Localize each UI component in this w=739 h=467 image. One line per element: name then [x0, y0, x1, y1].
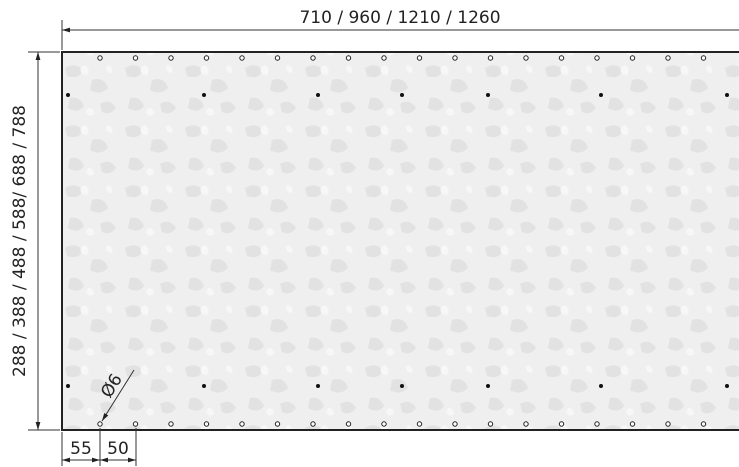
eyelet	[345, 421, 352, 427]
fixing-dot	[599, 93, 603, 97]
eyelet	[452, 55, 458, 61]
eyelet	[274, 421, 281, 427]
eyelet	[558, 55, 565, 61]
eyelet	[168, 55, 174, 61]
holes	[66, 55, 729, 427]
eyelet	[523, 421, 529, 427]
fixing-dot	[486, 93, 490, 97]
eyelet	[594, 55, 600, 61]
eyelet	[310, 421, 316, 427]
eyelet	[665, 421, 671, 427]
eyelet	[487, 421, 494, 427]
eyelet	[700, 421, 707, 427]
eyelet	[168, 421, 174, 427]
eyelet	[381, 55, 387, 61]
eyelet	[239, 55, 245, 61]
eyelet	[665, 55, 671, 61]
eyelet	[239, 421, 245, 427]
eyelet	[558, 421, 565, 427]
eyelet	[132, 55, 139, 61]
fixing-dot	[66, 93, 70, 97]
eyelet	[629, 55, 636, 61]
eyelet	[97, 421, 103, 427]
fixing-dot	[400, 93, 404, 97]
fixing-dot	[486, 384, 490, 388]
eyelet	[132, 421, 139, 427]
fixing-dot	[202, 93, 206, 97]
eyelet	[274, 55, 281, 61]
eyelet	[203, 421, 210, 427]
fixing-dot	[725, 384, 729, 388]
edge-offset-label: 55	[70, 439, 92, 459]
hole-spacing-label: 50	[107, 439, 129, 459]
fixing-dot	[400, 384, 404, 388]
eyelet	[381, 421, 387, 427]
eyelet	[416, 55, 423, 61]
eyelet	[523, 55, 529, 61]
eyelet	[310, 55, 316, 61]
fixing-dot	[202, 384, 206, 388]
eyelet	[487, 55, 494, 61]
height-label: 288 / 388 / 488 / 588/ 688 / 788	[10, 105, 30, 377]
panel	[61, 51, 739, 431]
fixing-dot	[725, 93, 729, 97]
eyelet	[97, 55, 103, 61]
eyelet	[203, 55, 210, 61]
fixing-dot	[66, 384, 70, 388]
eyelet	[629, 421, 636, 427]
eyelet	[416, 421, 423, 427]
fixing-dot	[316, 384, 320, 388]
leader-line	[101, 369, 135, 422]
width-label: 710 / 960 / 1210 / 1260	[299, 8, 500, 28]
eyelet	[345, 55, 352, 61]
eyelet	[594, 421, 600, 427]
eyelet	[452, 421, 458, 427]
eyelet	[700, 55, 707, 61]
fixing-dot	[599, 384, 603, 388]
fixing-dot	[316, 93, 320, 97]
